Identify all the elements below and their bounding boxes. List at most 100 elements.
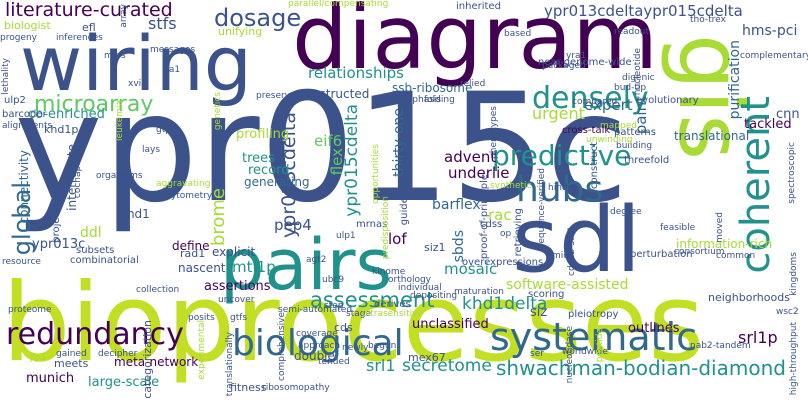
word-khd1p: khd1p (44, 123, 79, 136)
word-scoring: scoring (528, 289, 565, 300)
word-tended: tended (318, 357, 350, 367)
word-fitness: fitness (230, 381, 267, 394)
word-kinome: kinome (372, 267, 406, 277)
word-folding: folding (424, 95, 455, 105)
word-readout: readout (614, 27, 650, 37)
word-nab2-tandem: nab2-tandem (690, 341, 751, 351)
word-opportunities: opportunities (371, 144, 381, 204)
word-double: double (294, 349, 335, 363)
word-mips: mips (104, 51, 126, 61)
word-cnn: cnn (776, 107, 800, 122)
word-guidelines: guidelines (399, 174, 410, 226)
word-assertions: assertions (204, 279, 271, 294)
word-urgent: urgent (532, 104, 585, 123)
word-uncover: uncover (218, 295, 255, 305)
word-literature-curated: literature-curated (5, 0, 173, 21)
word-kingdoms: kingdoms (789, 252, 799, 296)
word-stage: stage (346, 309, 371, 319)
word-wsc2: wsc2 (776, 307, 799, 317)
word-worldwide: worldwide (562, 347, 608, 357)
word-constructed: constructed (298, 87, 370, 101)
word-individual: individual (398, 283, 442, 293)
word-cochaperone: cochaperone (73, 140, 83, 199)
word-parallel-compensating: parallel/compensating (288, 0, 389, 9)
word-khd1delta: khd1delta (462, 294, 548, 314)
word-mtl1p: mtl1p (232, 258, 276, 276)
word-coverage: coverage (296, 329, 338, 339)
word-feasible: feasible (660, 223, 696, 233)
word-resource: resource (2, 257, 41, 267)
word-categorization: categorization (141, 320, 154, 399)
word-synthetic: synthetic (490, 181, 532, 191)
word-record: record (248, 163, 290, 178)
word-subsets: subsets (76, 245, 115, 256)
word-biologist: biologist (4, 19, 51, 32)
word-shwachman: shwachman-bodian-diamond (496, 356, 786, 380)
word-inferences: inferences (56, 33, 103, 43)
word-lays: lays (142, 145, 161, 155)
word-meets: meets (54, 357, 89, 370)
word-advent: advent (444, 148, 497, 166)
word-threefold: threefold (624, 155, 670, 166)
word-op: op (500, 229, 512, 239)
word-khd1: khd1 (120, 207, 150, 221)
word-packaged: packaged (542, 61, 586, 71)
word-step: step (324, 301, 344, 311)
word-assessment: assessment (310, 288, 435, 312)
word-biological: biological (232, 323, 404, 364)
word-agt2: agt2 (306, 255, 327, 265)
word-expert: expert (584, 96, 633, 114)
word-genetics: genetics (213, 92, 223, 131)
word-siz1: siz1 (424, 241, 446, 254)
word-meta-network: meta-network (114, 355, 199, 369)
word-munich: munich (26, 371, 75, 386)
word-array: array (119, 4, 129, 28)
word-unclassified: unclassified (412, 317, 489, 332)
word-mex67: mex67 (408, 351, 446, 364)
word-gained: gained (56, 349, 87, 359)
word-tackled: tackled (744, 117, 792, 132)
word-profiling: profiling (236, 127, 290, 142)
word-proteome: proteome (8, 305, 52, 315)
word-reconstruct: reconstruct (589, 142, 600, 199)
word-lethality: lethality (1, 58, 11, 95)
word-densely: densely (532, 81, 649, 116)
word-bud-tip: bud-tip (614, 83, 647, 93)
word-thirty-one: thirty-one (391, 108, 407, 177)
word-overexpressions: overexpressions (462, 257, 544, 268)
word-rac: rac (488, 206, 512, 224)
word-barflex: barflex (432, 197, 481, 213)
word-compared: compared (572, 97, 618, 107)
word-hms-pci: hms-pci (742, 23, 798, 39)
word-co-enriched: co-enriched (28, 107, 105, 122)
word-aggravating: aggravating (156, 179, 211, 189)
word-ddl: ddl (80, 225, 102, 241)
word-tho-trex: tho-trex (690, 15, 726, 25)
word-evolutionary: evolutionary (636, 95, 699, 106)
word-ypr013c: ypr013c (32, 237, 86, 252)
word-secretome: secretome (402, 356, 492, 376)
word-translational: translational (674, 129, 750, 143)
word-nucleotidase: nucleotidase (565, 326, 575, 384)
word-stfs: stfs (148, 14, 177, 33)
word-high-throughput: high-throughput (789, 322, 799, 396)
word-xvi: xvi (128, 79, 142, 89)
word-retrieving: retrieving (513, 208, 524, 257)
word-translationally: translationally (225, 332, 235, 397)
word-eif6: eif6 (314, 132, 343, 150)
word-dosage: dosage (214, 4, 302, 32)
word-newly: newly (342, 343, 369, 353)
word-cds: cds (334, 321, 353, 334)
word-redundancy: redundancy (6, 317, 184, 352)
word-predictive: predictive (492, 139, 632, 172)
word-consortium: consortium (674, 247, 725, 257)
word-connectivity: connectivity (17, 150, 31, 224)
word-hubs: hubs (516, 169, 604, 210)
word-gtp: gtp (156, 125, 171, 135)
word-ser: ser (530, 349, 544, 359)
word-semi-automated: semi-automated (278, 305, 353, 315)
word-phenotypes: phenotypes (489, 106, 499, 159)
word-trees: trees (242, 151, 275, 166)
word-cdc28-stb1: cdc28-stb1 (567, 226, 577, 276)
